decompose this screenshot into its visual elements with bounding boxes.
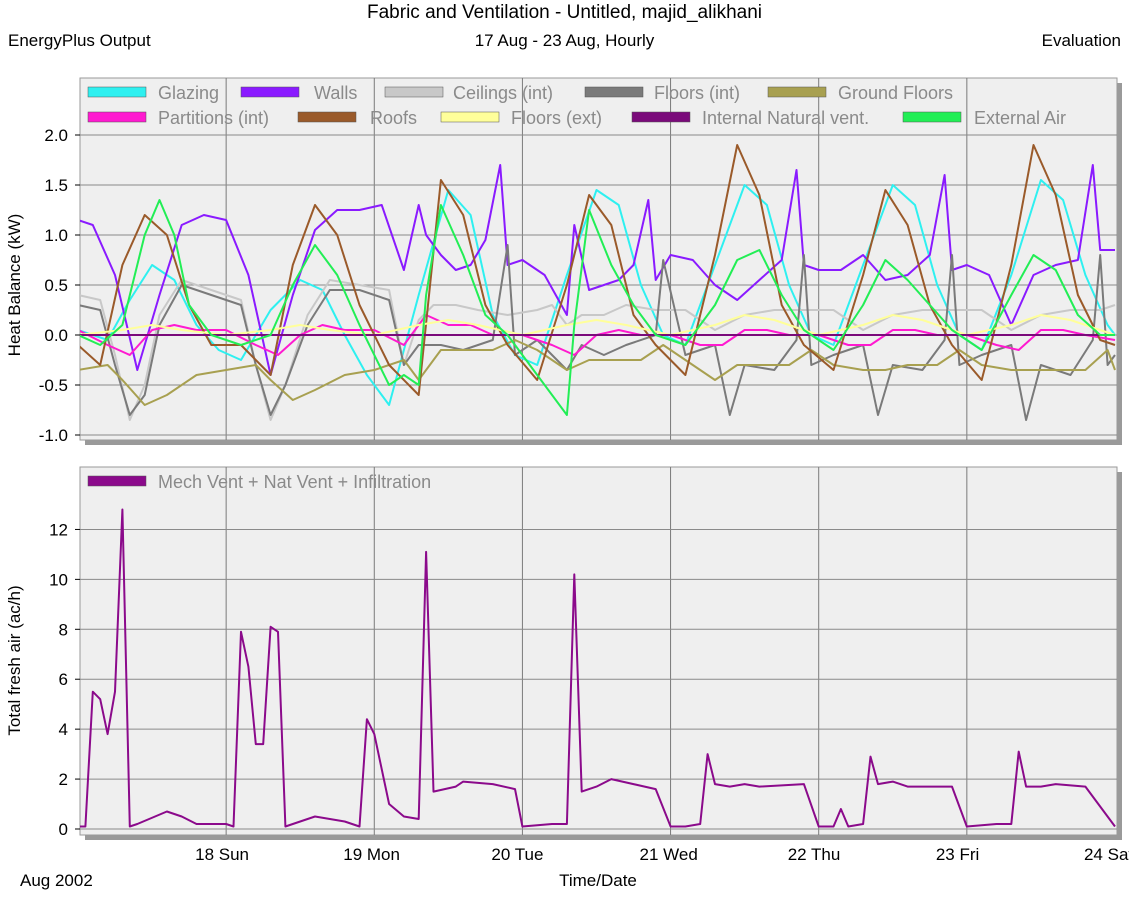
legend-swatch-floors-int (584, 86, 644, 98)
series-line-walls (80, 164, 1115, 376)
legend-swatch-external-air (902, 111, 962, 123)
y-tick-label: 0.5 (44, 276, 68, 295)
legend-swatch-partitions-int (87, 111, 147, 123)
chart-title: Fabric and Ventilation - Untitled, majid… (367, 2, 762, 23)
legend-swatch-ceilings-int (384, 86, 444, 98)
legend-label-internal-natural-vent: Internal Natural vent. (702, 108, 869, 128)
y-tick-label: 12 (49, 520, 68, 539)
y-tick-label: -0.5 (39, 376, 68, 395)
output-source-label: EnergyPlus Output (8, 31, 151, 50)
legend-label-walls: Walls (314, 83, 357, 103)
legend-swatch-floors-ext (440, 111, 500, 123)
legend-label-glazing: Glazing (158, 83, 219, 103)
legend-label-mech-vent-nat-vent-infiltration: Mech Vent + Nat Vent + Infiltration (158, 472, 431, 492)
series-line-ceilings-int (80, 279, 1116, 421)
chart-panel-1: 2.0 1.5 1.0 0.5 0.0 -0.5 -1.0 Heat Balance (kW)… (5, 77, 1122, 445)
series-line-glazing (80, 179, 1116, 406)
series-line-ground-floors (80, 339, 1116, 406)
month-label: Aug 2002 (20, 871, 93, 890)
y-tick-label: 0.0 (44, 326, 68, 345)
x-tick-label: 22 Thu (788, 845, 841, 864)
plot-area (79, 466, 1118, 836)
legend-label-floors-ext: Floors (ext) (511, 108, 602, 128)
x-tick-label: 18 Sun (195, 845, 249, 864)
series-line-external-air (80, 199, 1115, 416)
legend-label-ceilings-int: Ceilings (int) (453, 83, 553, 103)
legend-label-ground-floors: Ground Floors (838, 83, 953, 103)
legend-label-floors-int: Floors (int) (654, 83, 740, 103)
x-tick-label: 19 Mon (343, 845, 400, 864)
legend-label-partitions-int: Partitions (int) (158, 108, 269, 128)
y-tick-label: 4 (59, 720, 68, 739)
y-tick-label: -1.0 (39, 426, 68, 445)
y-tick-label: 6 (59, 670, 68, 689)
chart-panel-2: 12 10 8 6 4 2 0 Total fresh air (ac/h) Mech Vent… (5, 466, 1122, 840)
legend-swatch-ground-floors (767, 86, 827, 98)
x-tick-label: 23 Fri (936, 845, 979, 864)
legend-label-external-air: External Air (974, 108, 1066, 128)
date-range-label: 17 Aug - 23 Aug, Hourly (474, 31, 655, 50)
y-axis-title: Total fresh air (ac/h) (5, 585, 24, 735)
y-axis-title: Heat Balance (kW) (5, 214, 24, 357)
series-line-roofs (80, 144, 1116, 396)
legend-swatch-glazing (87, 86, 147, 98)
y-tick-label: 2.0 (44, 126, 68, 145)
series-line-floors-ext (80, 314, 1116, 336)
legend-swatch-roofs (297, 111, 357, 123)
legend-swatch-mech-vent-nat-vent-infiltration (87, 475, 147, 487)
legend-label-roofs: Roofs (370, 108, 417, 128)
y-tick-label: 10 (49, 570, 68, 589)
y-tick-label: 2 (59, 770, 68, 789)
y-tick-label: 1.5 (44, 176, 68, 195)
x-tick-label: 20 Tue (491, 845, 543, 864)
y-tick-label: 0 (59, 820, 68, 839)
y-tick-label: 1.0 (44, 226, 68, 245)
legend-swatch-internal-natural-vent (631, 111, 691, 123)
plot-area (79, 77, 1118, 441)
legend-swatch-walls (240, 86, 300, 98)
x-tick-label: 24 Sat (1084, 845, 1129, 864)
x-axis-title: Time/Date (559, 871, 637, 890)
x-tick-label: 21 Wed (640, 845, 698, 864)
y-tick-label: 8 (59, 620, 68, 639)
evaluation-label: Evaluation (1041, 31, 1121, 50)
series-line-mech-vent-nat-vent-infiltration (80, 508, 1116, 828)
